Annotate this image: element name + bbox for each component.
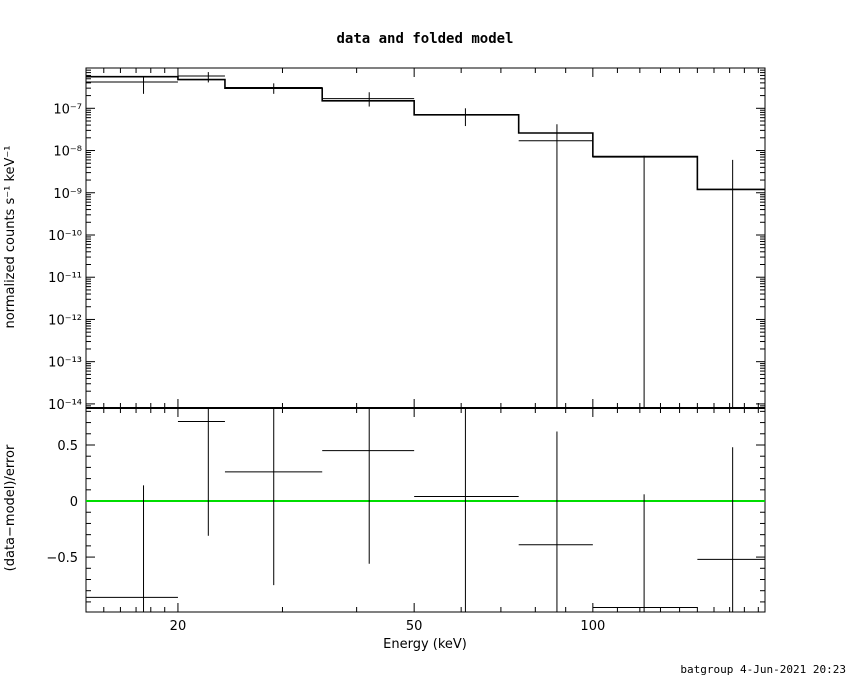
top-y-axis-label: normalized counts s⁻¹ keV⁻¹ bbox=[3, 146, 18, 329]
top-panel-frame bbox=[85, 67, 766, 409]
y-tick-label-top: 10⁻¹³ bbox=[48, 356, 82, 371]
x-tick-label: 20 bbox=[170, 619, 187, 634]
y-tick-label-top: 10⁻¹² bbox=[48, 313, 82, 328]
folded-model-line bbox=[86, 75, 765, 191]
bottom-y-axis-label: (data−model)/error bbox=[3, 444, 18, 571]
y-tick-label-residual: −0.5 bbox=[46, 551, 78, 566]
residual-panel-frame bbox=[85, 407, 766, 613]
chart-title: data and folded model bbox=[336, 31, 513, 47]
y-tick-label-residual: 0.5 bbox=[57, 439, 78, 454]
x-axis-label: Energy (keV) bbox=[383, 637, 467, 652]
y-tick-label-top: 10⁻¹¹ bbox=[48, 271, 82, 286]
y-tick-label-top: 10⁻⁹ bbox=[53, 187, 82, 202]
y-tick-label-top: 10⁻⁸ bbox=[53, 145, 82, 160]
x-tick-label: 50 bbox=[406, 619, 423, 634]
residual-panel: 20 50 100 0.5 0 −0.5 bbox=[46, 407, 766, 634]
footer-timestamp: batgroup 4-Jun-2021 20:23 bbox=[680, 663, 846, 676]
y-tick-label-top: 10⁻¹⁰ bbox=[48, 229, 82, 244]
y-tick-label-top: 10⁻⁷ bbox=[53, 102, 82, 117]
y-tick-label-top: 10⁻¹⁴ bbox=[48, 398, 82, 413]
y-tick-label-residual: 0 bbox=[70, 495, 78, 510]
x-tick-label: 100 bbox=[580, 619, 605, 634]
top-panel: 10⁻¹⁴ 10⁻¹³ 10⁻¹² 10⁻¹¹ 10⁻¹⁰ 10⁻⁹ 10⁻⁸ 10⁻⁷ bbox=[48, 67, 766, 413]
